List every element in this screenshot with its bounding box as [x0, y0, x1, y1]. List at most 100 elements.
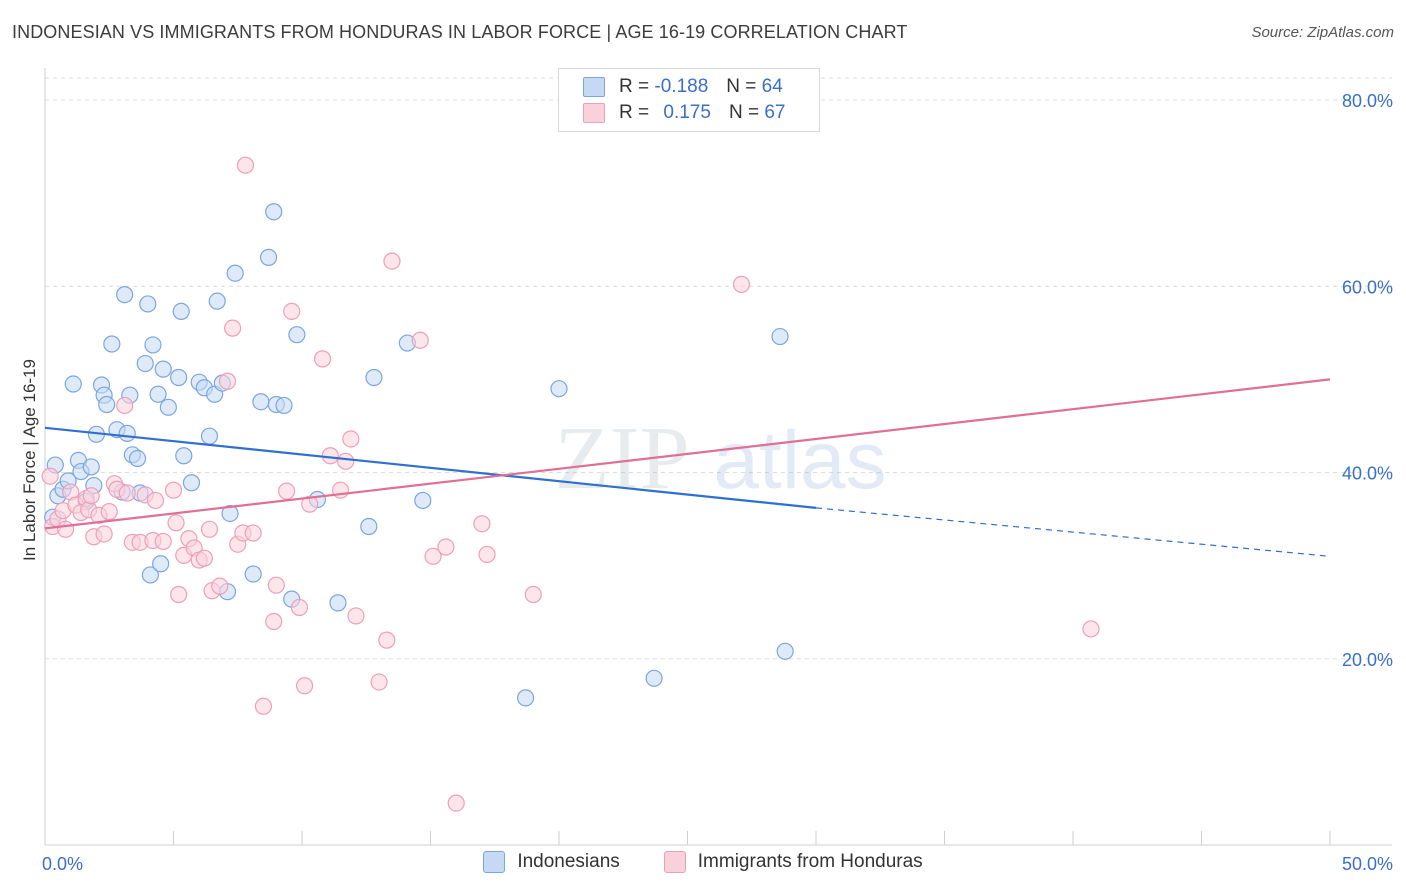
honduras-point	[116, 396, 134, 415]
honduras-point	[277, 482, 296, 500]
indonesians-point	[550, 380, 568, 398]
indonesians-swatch	[583, 77, 605, 97]
indonesians-point	[170, 368, 188, 387]
honduras-point	[424, 547, 442, 565]
indonesians-point	[64, 375, 82, 393]
honduras-point	[100, 503, 118, 521]
indonesians-point	[776, 642, 794, 660]
honduras-point	[473, 515, 491, 533]
honduras-point	[337, 452, 355, 470]
honduras-point	[347, 607, 365, 625]
honduras-point	[154, 532, 172, 551]
n-value-indonesians: 64	[761, 76, 783, 97]
bottom-legend: Indonesians Immigrants from Honduras	[0, 851, 1406, 873]
chart-title: INDONESIAN VS IMMIGRANTS FROM HONDURAS I…	[12, 22, 908, 42]
honduras-point	[56, 520, 75, 538]
tick-labels: 20.0% 40.0% 60.0% 80.0% 0.0% 50.0%	[42, 91, 1393, 874]
honduras-point	[732, 275, 751, 293]
x-tick-label: 0.0%	[42, 854, 83, 874]
y-tick-label: 60.0%	[1342, 277, 1393, 297]
axes	[44, 68, 1392, 846]
n-value-honduras: 67	[764, 102, 786, 123]
indonesians-legend-swatch	[483, 851, 506, 873]
indonesians-point	[244, 565, 262, 583]
indonesians-point	[771, 327, 789, 346]
indonesians-point	[118, 424, 136, 442]
r-value-honduras: 0.175	[663, 102, 711, 123]
indonesians-point	[136, 354, 154, 373]
honduras-point	[267, 576, 285, 594]
indonesians-point	[172, 302, 190, 320]
indonesians-point	[98, 395, 116, 414]
trend-lines	[44, 378, 1331, 557]
stats-legend: R = -0.188 N = 64 R = 0.175 N = 67	[558, 68, 820, 132]
honduras-point	[447, 794, 465, 812]
honduras-point	[295, 677, 314, 695]
honduras-point	[170, 585, 188, 604]
honduras-point	[437, 538, 455, 556]
indonesians-point	[141, 566, 159, 584]
honduras-point	[167, 514, 185, 532]
indonesians-point	[182, 474, 201, 492]
indonesians-point	[154, 360, 172, 378]
indonesians-point	[82, 458, 100, 476]
stats-legend-row-indonesians: R = -0.188 N = 64	[583, 75, 783, 99]
y-axis-label: In Labor Force | Age 16-19	[20, 359, 39, 561]
honduras-swatch	[583, 103, 605, 123]
r-label: R =	[619, 76, 650, 97]
y-tick-label: 20.0%	[1342, 650, 1393, 670]
honduras-point	[301, 495, 319, 513]
honduras-legend-swatch	[663, 851, 686, 873]
indonesians-point	[252, 393, 270, 411]
indonesians-point	[329, 594, 347, 612]
honduras-point	[146, 491, 165, 510]
honduras-point	[265, 612, 283, 631]
honduras-point	[211, 577, 229, 595]
indonesians-point	[259, 248, 278, 266]
indonesians-point	[288, 326, 306, 344]
honduras-point	[478, 545, 496, 564]
honduras-point	[313, 350, 332, 368]
honduras-point	[524, 585, 542, 604]
honduras-point	[254, 697, 273, 715]
legend-label-honduras: Immigrants from Honduras	[697, 851, 923, 872]
honduras-point	[244, 524, 262, 542]
indonesians-point	[116, 286, 134, 304]
indonesians-point	[226, 264, 244, 282]
honduras-point	[200, 520, 219, 538]
indonesians-point	[175, 447, 193, 465]
honduras-point	[95, 525, 113, 543]
data-points	[41, 156, 1100, 812]
r-value-indonesians: -0.188	[654, 76, 709, 97]
honduras-point	[378, 631, 396, 649]
honduras-point	[236, 156, 255, 174]
indonesians-point	[645, 669, 663, 687]
legend-item-honduras[interactable]: Immigrants from Honduras	[663, 851, 923, 873]
honduras-point	[224, 319, 242, 337]
watermark-atlas: atlas	[713, 415, 886, 506]
indonesians-point	[128, 449, 147, 468]
honduras-point	[118, 484, 136, 502]
indonesians-trend-extension	[815, 507, 1331, 557]
r-label: R =	[619, 102, 650, 123]
indonesians-point	[516, 689, 535, 707]
indonesians-point	[152, 555, 170, 573]
honduras-point	[342, 430, 360, 448]
x-tick-label: 50.0%	[1342, 854, 1393, 874]
honduras-point	[218, 372, 237, 390]
honduras-point	[82, 487, 100, 505]
honduras-point	[283, 302, 301, 320]
honduras-point	[41, 467, 59, 485]
n-label: N =	[728, 102, 760, 123]
indonesians-point	[103, 335, 121, 353]
stats-legend-row-honduras: R = 0.175 N = 67	[583, 101, 785, 125]
legend-item-indonesians[interactable]: Indonesians	[483, 851, 620, 873]
honduras-point	[1082, 620, 1100, 638]
indonesians-point	[265, 203, 283, 221]
indonesians-point	[149, 385, 167, 403]
honduras-point	[321, 447, 339, 465]
watermark: ZIP atlas	[555, 409, 887, 508]
indonesians-point	[144, 336, 162, 354]
indonesians-point	[275, 396, 293, 415]
honduras-point	[195, 549, 213, 567]
